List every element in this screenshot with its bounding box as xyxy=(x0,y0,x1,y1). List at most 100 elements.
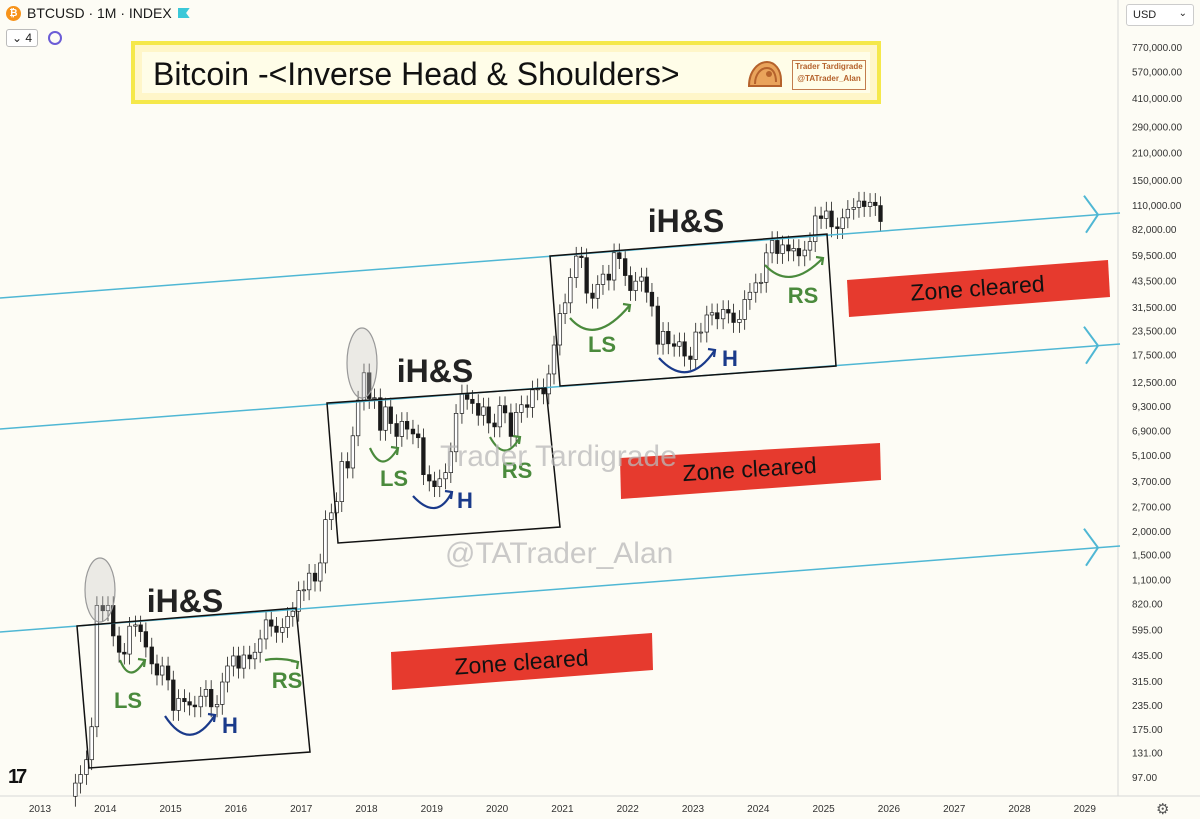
candle-body xyxy=(236,655,241,669)
candle-body xyxy=(198,695,203,708)
candle-body xyxy=(502,405,508,414)
candle-body xyxy=(203,689,209,697)
y-tick-label: 210,000.00 xyxy=(1132,149,1182,160)
candle-body xyxy=(122,651,127,655)
right-shoulder-arrow-head xyxy=(815,255,825,266)
candle-body xyxy=(878,205,883,222)
candle-body xyxy=(590,292,595,299)
symbol-label[interactable]: BTCUSD · 1M · INDEX xyxy=(27,5,172,21)
y-tick-label: 6,900.00 xyxy=(1132,426,1171,437)
x-tick-label: 2015 xyxy=(159,804,182,815)
x-tick-label: 2017 xyxy=(290,804,313,815)
candle-body xyxy=(737,319,742,323)
right-shoulder-label: RS xyxy=(788,283,819,308)
candle-body xyxy=(829,210,834,228)
candle-body xyxy=(404,421,410,430)
right-shoulder-arrow-head xyxy=(512,434,522,445)
flag-icon[interactable] xyxy=(177,8,190,18)
head-label: H xyxy=(722,346,738,371)
candle-body xyxy=(437,478,442,488)
x-tick-label: 2020 xyxy=(486,804,509,815)
y-tick-label: 97.00 xyxy=(1132,773,1157,784)
candle-body xyxy=(78,774,83,784)
candle-body xyxy=(306,572,312,591)
head-arrow xyxy=(164,714,216,736)
left-shoulder-arrow-head xyxy=(622,302,632,313)
left-shoulder-arrow xyxy=(569,304,631,331)
left-shoulder-arrow-head xyxy=(137,657,147,668)
candle-body xyxy=(427,474,432,482)
candle-body xyxy=(796,248,802,257)
y-tick-label: 2,700.00 xyxy=(1132,503,1171,514)
tradingview-logo-icon[interactable]: 17 xyxy=(8,766,27,788)
y-tick-label: 150,000.00 xyxy=(1132,176,1182,187)
candle-body xyxy=(345,461,350,469)
interval-count: 4 xyxy=(25,31,33,45)
candle-body xyxy=(633,280,638,291)
zone-cleared-band xyxy=(847,260,1110,317)
candle-body xyxy=(704,314,709,333)
currency-select[interactable]: USD ⌄ xyxy=(1126,4,1194,26)
candle-body xyxy=(492,422,497,428)
x-tick-label: 2027 xyxy=(943,804,966,815)
indicator-row: ⌄ 4 xyxy=(6,29,63,47)
y-tick-label: 131.00 xyxy=(1132,749,1163,760)
credit-name: Trader Tardigrade xyxy=(795,62,863,71)
candle-body xyxy=(856,200,862,208)
arrow-right-icon xyxy=(1083,528,1100,567)
candle-body xyxy=(149,646,154,665)
y-tick-label: 1,100.00 xyxy=(1132,576,1171,587)
candle-body xyxy=(318,562,323,582)
candle-body xyxy=(263,619,269,640)
candle-body xyxy=(688,355,693,360)
x-tick-label: 2019 xyxy=(421,804,444,815)
candle-body xyxy=(813,215,818,242)
candle-body xyxy=(862,200,867,207)
interval-toggle[interactable]: ⌄ 4 xyxy=(6,29,39,47)
y-tick-label: 12,500.00 xyxy=(1132,378,1177,389)
y-tick-label: 290,000.00 xyxy=(1132,122,1182,133)
arrow-right-icon xyxy=(1083,326,1100,365)
candle-body xyxy=(775,240,780,254)
peak-highlight-ellipse xyxy=(346,327,378,399)
candle-body xyxy=(551,344,557,375)
candle-body xyxy=(105,605,111,612)
symbol-header[interactable]: ₿ BTCUSD · 1M · INDEX xyxy=(6,5,190,21)
refresh-icon[interactable] xyxy=(48,31,63,45)
x-tick-label: 2025 xyxy=(812,804,835,815)
candle-body xyxy=(557,313,563,346)
candle-body xyxy=(257,638,263,653)
y-tick-label: 2,000.00 xyxy=(1132,527,1171,538)
candle-body xyxy=(742,299,747,320)
candle-body xyxy=(546,373,551,395)
candle-body xyxy=(160,665,165,676)
right-shoulder-arrow xyxy=(764,257,824,279)
x-tick-label: 2029 xyxy=(1074,804,1097,815)
candle-body xyxy=(383,406,388,431)
candle-body xyxy=(606,273,612,281)
y-tick-label: 235.00 xyxy=(1132,701,1163,712)
candle-body xyxy=(280,627,285,633)
candle-body xyxy=(465,393,470,400)
candle-body xyxy=(372,397,377,400)
y-tick-label: 770,000.00 xyxy=(1132,43,1182,54)
candle-body xyxy=(176,698,181,711)
y-tick-label: 59,500.00 xyxy=(1132,251,1177,262)
candle-body xyxy=(851,207,856,210)
x-tick-label: 2021 xyxy=(551,804,574,815)
y-tick-label: 410,000.00 xyxy=(1132,94,1182,105)
candle-body xyxy=(525,404,530,408)
head-label: H xyxy=(457,488,473,513)
candle-body xyxy=(187,701,192,706)
candle-body xyxy=(726,309,731,314)
head-arrow xyxy=(658,349,716,374)
candle-body xyxy=(154,663,160,676)
gear-icon[interactable]: ⚙ xyxy=(1156,801,1170,818)
head-arrow-head xyxy=(707,347,717,358)
candle-body xyxy=(209,689,214,708)
pattern-box xyxy=(76,607,311,769)
candle-body xyxy=(835,226,840,229)
pattern-box xyxy=(549,233,837,387)
